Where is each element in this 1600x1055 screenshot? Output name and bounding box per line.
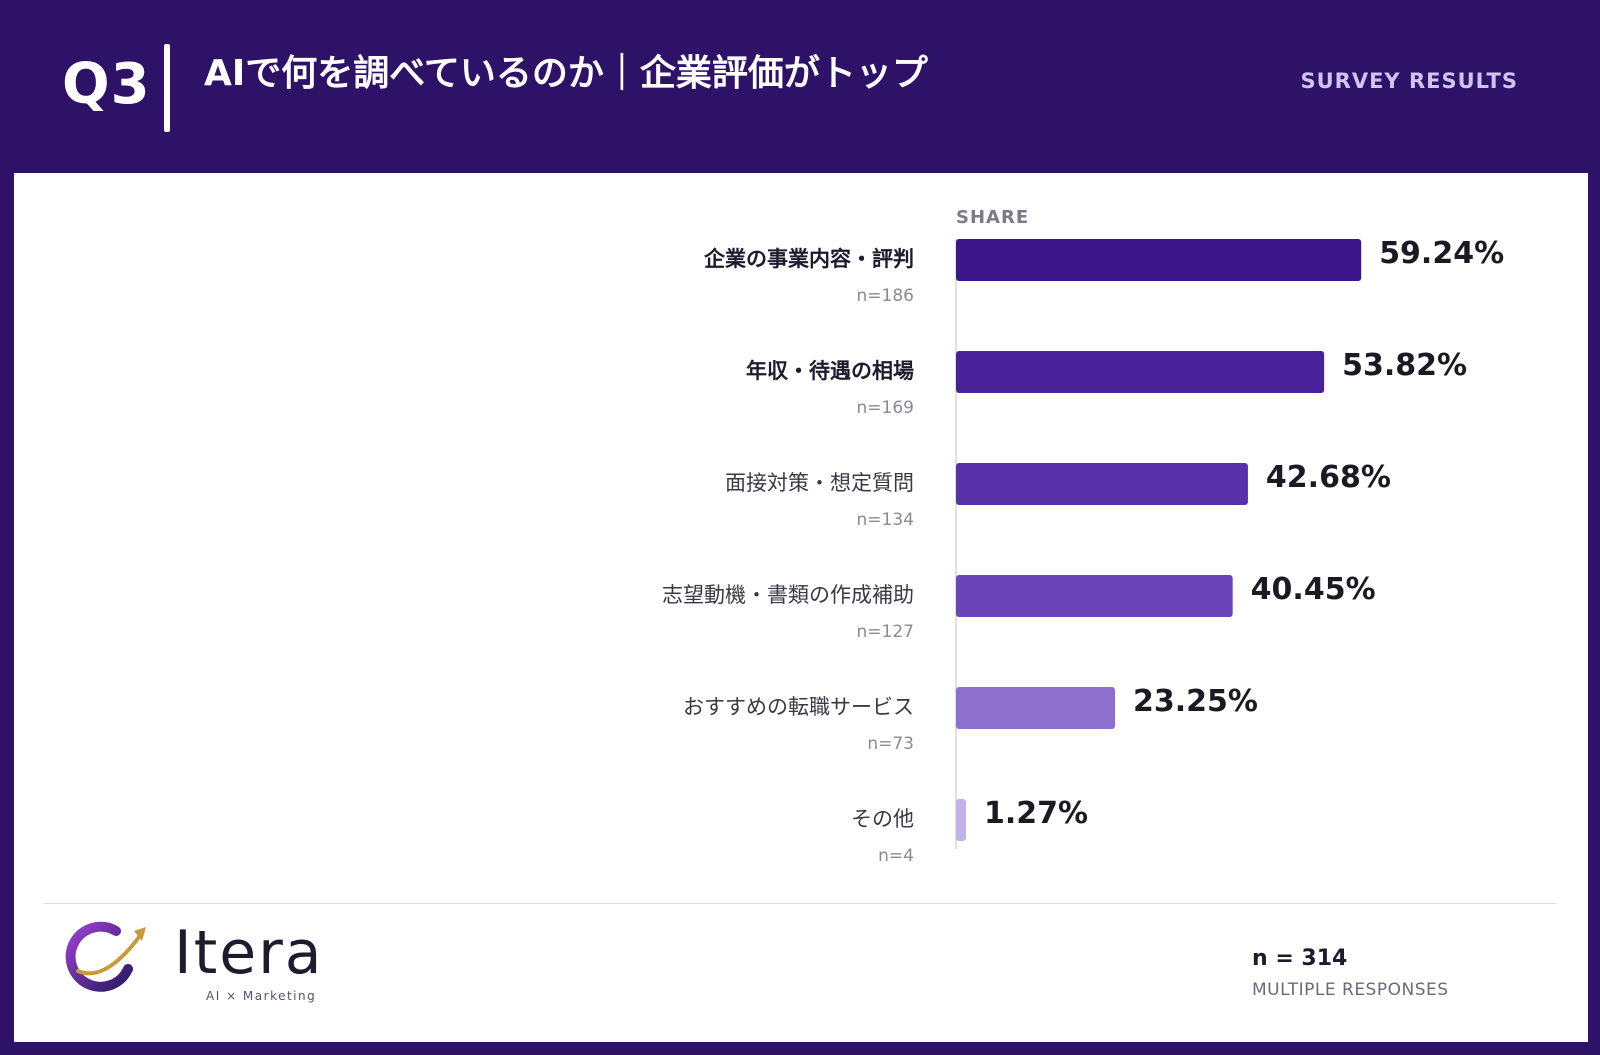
header-divider <box>164 44 170 132</box>
header-band: Q3 AIで何を調べているのか｜企業評価がトップ SURVEY RESULTS <box>0 0 1600 172</box>
total-respondents: n = 314 <box>1252 946 1348 971</box>
category-label: その他 <box>851 807 914 831</box>
value-label: 23.25% <box>1133 684 1258 719</box>
page-title: AIで何を調べているのか｜企業評価がトップ <box>204 53 928 94</box>
value-label: 53.82% <box>1342 348 1467 383</box>
category-label: 年収・待遇の相場 <box>746 359 914 383</box>
share-column-header: SHARE <box>956 207 1029 228</box>
value-label: 40.45% <box>1251 572 1376 607</box>
category-label: 企業の事業内容・評判 <box>703 247 914 271</box>
chart-bar <box>956 351 1325 393</box>
bar-chart: SHARE 企業の事業内容・評判 n=186 59.24% 年収・待遇の相場 n=169 5… <box>662 207 1504 866</box>
chart-bar <box>956 799 966 841</box>
category-label: 志望動機・書類の作成補助 <box>662 583 914 607</box>
itera-mark-icon <box>65 921 146 992</box>
count-label: n=169 <box>857 398 914 418</box>
survey-results-tag: SURVEY RESULTS <box>1300 69 1518 93</box>
count-label: n=73 <box>867 734 914 754</box>
category-label: 面接対策・想定質問 <box>725 471 914 495</box>
value-label: 42.68% <box>1266 460 1391 495</box>
chart-card: SHARE 企業の事業内容・評判 n=186 59.24% 年収・待遇の相場 n=169 5… <box>14 173 1588 1042</box>
multiple-responses-note: MULTIPLE RESPONSES <box>1252 980 1449 1000</box>
count-label: n=186 <box>857 286 914 306</box>
footer-divider <box>44 903 1556 904</box>
value-label: 1.27% <box>984 796 1088 831</box>
count-label: n=4 <box>878 846 914 866</box>
count-label: n=134 <box>857 510 914 530</box>
logo-tagline: AI × Marketing <box>206 989 316 1003</box>
chart-bar <box>956 239 1362 281</box>
question-number: Q3 <box>62 52 151 117</box>
value-label: 59.24% <box>1379 236 1504 271</box>
chart-bar <box>956 463 1248 505</box>
count-label: n=127 <box>857 622 914 642</box>
chart-bar <box>956 575 1233 617</box>
category-label: おすすめの転職サービス <box>683 695 914 719</box>
chart-bar <box>956 687 1116 729</box>
logo-wordmark: Itera <box>174 918 324 988</box>
itera-logo: Itera AI × Marketing <box>56 911 356 1011</box>
